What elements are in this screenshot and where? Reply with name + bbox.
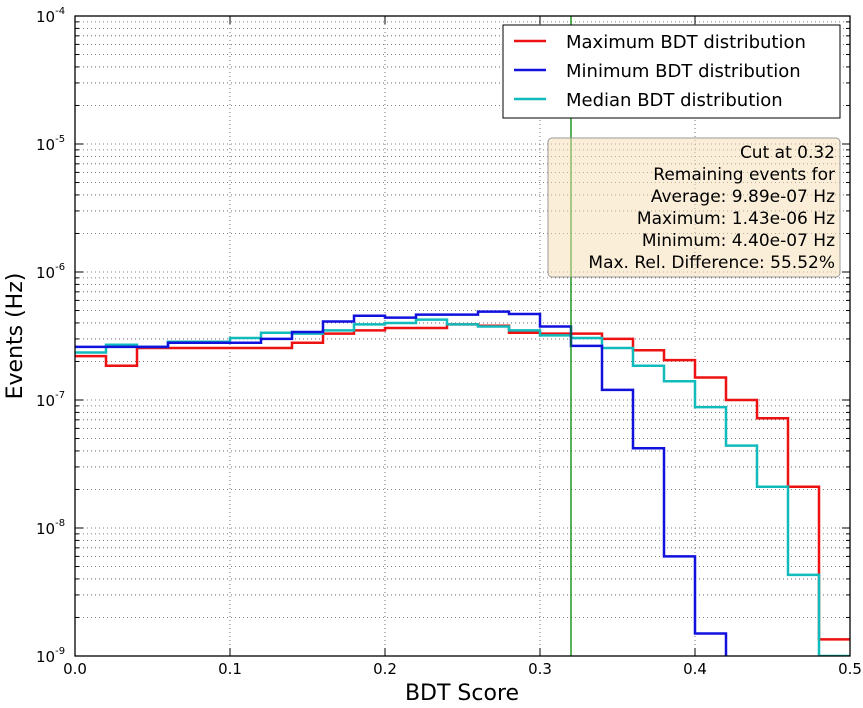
- y-tick-label-exponent: -6: [55, 262, 65, 273]
- info-line-average: Average: 9.89e-07 Hz: [651, 187, 835, 207]
- y-tick-label-exponent: -7: [55, 390, 65, 401]
- series-lines: [75, 310, 850, 656]
- y-tick-label-exponent: -5: [55, 134, 65, 145]
- info-line-maximum: Maximum: 1.43e-06 Hz: [637, 209, 835, 229]
- y-tick-label: 10-7: [36, 390, 65, 410]
- y-tick-label: 10-4: [36, 6, 65, 26]
- info-box: Cut at 0.32 Remaining events for Average…: [547, 137, 841, 278]
- x-axis-title: BDT Score: [405, 681, 519, 706]
- y-tick-label: 10-9: [36, 646, 65, 666]
- x-tick-label: 0.5: [838, 660, 862, 678]
- y-tick-label: 10-6: [36, 262, 65, 282]
- y-tick-label: 10-5: [36, 134, 65, 154]
- legend-label-maximum: Maximum BDT distribution: [566, 32, 806, 53]
- info-line-remaining: Remaining events for: [653, 165, 835, 185]
- plot-frame: [74, 15, 851, 657]
- y-tick-label: 10-8: [36, 518, 65, 538]
- legend: Maximum BDT distribution Minimum BDT dis…: [502, 24, 841, 119]
- legend-label-median: Median BDT distribution: [566, 90, 783, 111]
- plot-background: [75, 16, 850, 656]
- info-line-max-rel-diff: Max. Rel. Difference: 55.52%: [588, 253, 835, 273]
- x-tick-label: 0.0: [63, 660, 87, 678]
- series-line-minimum: [75, 310, 728, 656]
- legend-frame: [502, 24, 841, 119]
- info-box-frame: [547, 137, 841, 278]
- legend-label-minimum: Minimum BDT distribution: [566, 61, 801, 82]
- info-line-minimum: Minimum: 4.40e-07 Hz: [642, 231, 835, 251]
- y-axis-title: Events (Hz): [3, 273, 28, 400]
- x-tick-label: 0.3: [528, 660, 552, 678]
- x-tick-label: 0.4: [683, 660, 707, 678]
- y-tick-label-exponent: -4: [55, 6, 65, 17]
- y-tick-label-exponent: -9: [55, 646, 65, 657]
- info-line-cut: Cut at 0.32: [740, 143, 835, 163]
- x-tick-label: 0.1: [218, 660, 242, 678]
- x-tick-label: 0.2: [373, 660, 397, 678]
- y-tick-label-exponent: -8: [55, 518, 65, 529]
